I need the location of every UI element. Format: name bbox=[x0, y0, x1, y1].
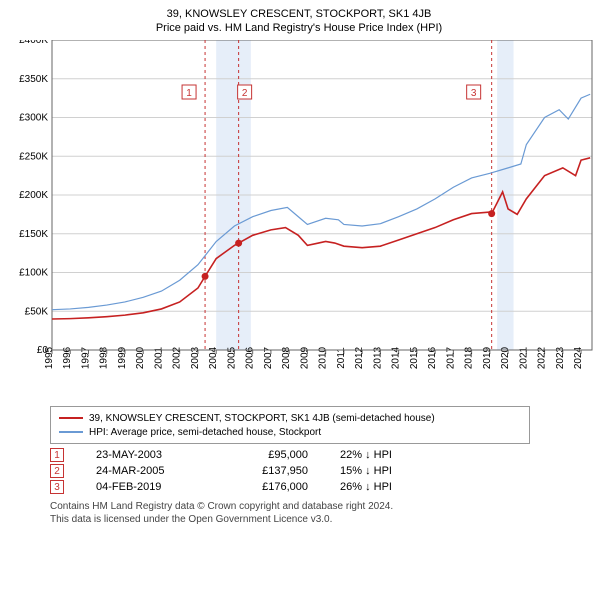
event-marker-box: 2 bbox=[50, 464, 64, 478]
marker-dot bbox=[488, 210, 495, 217]
marker-number: 1 bbox=[186, 88, 192, 99]
y-tick-label: £50K bbox=[25, 306, 49, 317]
legend-swatch-red bbox=[59, 417, 83, 419]
y-tick-label: £150K bbox=[19, 229, 48, 240]
y-tick-label: £350K bbox=[19, 74, 48, 85]
event-marker-box: 1 bbox=[50, 448, 64, 462]
y-tick-label: £200K bbox=[19, 190, 48, 201]
price-chart: £0£50K£100K£150K£200K£250K£300K£350K£400… bbox=[8, 40, 590, 400]
event-pct: 15% ↓ HPI bbox=[340, 465, 420, 477]
event-price: £176,000 bbox=[228, 481, 308, 493]
event-date: 04-FEB-2019 bbox=[96, 481, 196, 493]
legend-label-blue: HPI: Average price, semi-detached house,… bbox=[89, 427, 321, 438]
event-marker-box: 3 bbox=[50, 480, 64, 494]
legend-row-red: 39, KNOWSLEY CRESCENT, STOCKPORT, SK1 4J… bbox=[59, 411, 521, 425]
footer-line1: Contains HM Land Registry data © Crown c… bbox=[50, 500, 590, 513]
event-price: £137,950 bbox=[228, 465, 308, 477]
legend-box: 39, KNOWSLEY CRESCENT, STOCKPORT, SK1 4J… bbox=[50, 406, 530, 444]
event-date: 23-MAY-2003 bbox=[96, 449, 196, 461]
footer-line2: This data is licensed under the Open Gov… bbox=[50, 513, 590, 526]
event-row: 2 24-MAR-2005 £137,950 15% ↓ HPI bbox=[50, 464, 590, 478]
legend-swatch-blue bbox=[59, 431, 83, 433]
marker-dot bbox=[235, 240, 242, 247]
event-row: 3 04-FEB-2019 £176,000 26% ↓ HPI bbox=[50, 480, 590, 494]
page-subtitle: Price paid vs. HM Land Registry's House … bbox=[8, 22, 590, 34]
marker-number: 2 bbox=[242, 88, 248, 99]
y-tick-label: £300K bbox=[19, 113, 48, 124]
event-pct: 26% ↓ HPI bbox=[340, 481, 420, 493]
y-tick-label: £100K bbox=[19, 268, 48, 279]
event-date: 24-MAR-2005 bbox=[96, 465, 196, 477]
event-pct: 22% ↓ HPI bbox=[340, 449, 420, 461]
marker-number: 3 bbox=[471, 88, 477, 99]
event-row: 1 23-MAY-2003 £95,000 22% ↓ HPI bbox=[50, 448, 590, 462]
marker-dot bbox=[202, 273, 209, 280]
legend-row-blue: HPI: Average price, semi-detached house,… bbox=[59, 425, 521, 439]
event-price: £95,000 bbox=[228, 449, 308, 461]
y-tick-label: £400K bbox=[19, 40, 48, 46]
legend-label-red: 39, KNOWSLEY CRESCENT, STOCKPORT, SK1 4J… bbox=[89, 413, 435, 424]
page-title: 39, KNOWSLEY CRESCENT, STOCKPORT, SK1 4J… bbox=[8, 8, 590, 20]
y-tick-label: £250K bbox=[19, 151, 48, 162]
